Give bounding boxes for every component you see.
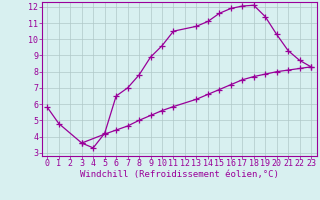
X-axis label: Windchill (Refroidissement éolien,°C): Windchill (Refroidissement éolien,°C) <box>80 170 279 179</box>
